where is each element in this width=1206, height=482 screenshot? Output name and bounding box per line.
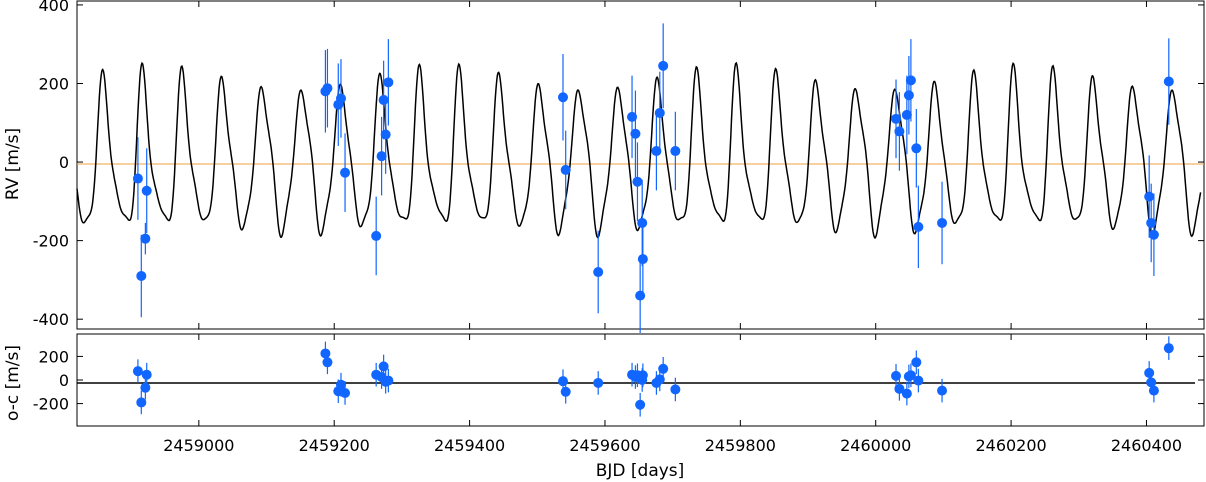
oc-point	[913, 375, 924, 386]
x-tick-label: 2460400	[1111, 436, 1182, 455]
y-tick-label: 200	[38, 74, 69, 93]
oc-point	[136, 397, 147, 408]
x-tick-label: 2459000	[163, 436, 234, 455]
oc-point	[654, 374, 665, 385]
oc-point	[557, 376, 568, 387]
oc-point	[1163, 343, 1174, 354]
x-tick-label: 2459600	[569, 436, 640, 455]
oc-point	[593, 377, 604, 388]
rv-point	[335, 93, 346, 104]
y-tick-label: -200	[33, 232, 69, 251]
rv-point	[593, 267, 604, 278]
top-y-axis-title: RV [m/s]	[3, 128, 23, 200]
rv-point	[383, 77, 394, 88]
rv-point	[140, 233, 151, 244]
rv-point	[322, 83, 333, 94]
rv-point	[557, 92, 568, 103]
oc-point	[132, 366, 143, 377]
rv-point	[903, 90, 914, 101]
rv-point	[378, 94, 389, 105]
bottom-y-axis-title: o-c [m/s]	[3, 345, 23, 421]
oc-point	[322, 357, 333, 368]
rv-point	[340, 167, 351, 178]
y-tick-label: -200	[33, 395, 69, 414]
oc-point	[140, 382, 151, 393]
y-tick-label: 0	[59, 371, 69, 390]
rv-point	[1146, 217, 1157, 228]
oc-point	[637, 370, 648, 381]
rv-point	[1163, 76, 1174, 87]
x-tick-label: 2459800	[705, 436, 776, 455]
rv-point	[901, 109, 912, 120]
rv-point	[560, 164, 571, 175]
y-tick-label: 0	[59, 153, 69, 172]
top-y-ticks: -400 -200 0 200 400	[33, 0, 1204, 329]
rv-point	[637, 254, 648, 265]
x-tick-label: 2460200	[975, 436, 1046, 455]
rv-point	[1144, 191, 1155, 202]
model-line	[76, 61, 1202, 240]
rv-point	[380, 129, 391, 140]
x-tick-label: 2459200	[299, 436, 370, 455]
oc-point	[378, 361, 389, 372]
rv-point	[630, 128, 641, 139]
rv-point	[651, 146, 662, 157]
oc-point	[340, 387, 351, 398]
rv-point	[635, 290, 646, 301]
y-tick-label: -400	[33, 310, 69, 329]
oc-point	[1146, 377, 1157, 388]
oc-point	[320, 348, 331, 359]
bottom-y-ticks: -200 0 200	[33, 347, 1204, 414]
rv-point	[905, 75, 916, 86]
oc-point	[383, 375, 394, 386]
rv-point	[637, 217, 648, 228]
oc-point	[670, 384, 681, 395]
oc-point	[635, 399, 646, 410]
oc-points	[132, 343, 1174, 410]
y-tick-label: 200	[38, 347, 69, 366]
x-tick-label: 2460000	[840, 436, 911, 455]
rv-point	[136, 270, 147, 281]
x-axis-title: BJD [days]	[596, 461, 685, 481]
rv-point	[894, 126, 905, 137]
oc-point	[560, 386, 571, 397]
rv-model-curve	[76, 61, 1202, 240]
oc-point	[901, 388, 912, 399]
rv-point	[658, 60, 669, 71]
oc-point	[658, 363, 669, 374]
rv-point	[132, 173, 143, 184]
rv-point	[1148, 229, 1159, 240]
oc-point	[905, 370, 916, 381]
oc-point	[335, 379, 346, 390]
oc-point	[891, 370, 902, 381]
oc-point	[894, 383, 905, 394]
oc-point	[141, 369, 152, 380]
x-tick-label: 2459400	[434, 436, 505, 455]
y-tick-label: 400	[38, 0, 69, 15]
rv-point	[141, 185, 152, 196]
rv-point	[632, 176, 643, 187]
oc-point	[911, 357, 922, 368]
rv-points	[132, 60, 1174, 301]
oc-point	[937, 385, 948, 396]
rv-point	[654, 107, 665, 118]
rv-point	[627, 111, 638, 122]
rv-point	[911, 143, 922, 154]
rv-point	[670, 146, 681, 157]
rv-point	[937, 217, 948, 228]
oc-point	[1144, 367, 1155, 378]
rv-point	[376, 151, 387, 162]
rv-point	[371, 230, 382, 241]
rv-point	[891, 113, 902, 124]
oc-point	[1148, 385, 1159, 396]
rv-point	[913, 221, 924, 232]
x-ticks: 2459000 2459200 2459400 2459600 2459800 24600…	[163, 1, 1182, 455]
